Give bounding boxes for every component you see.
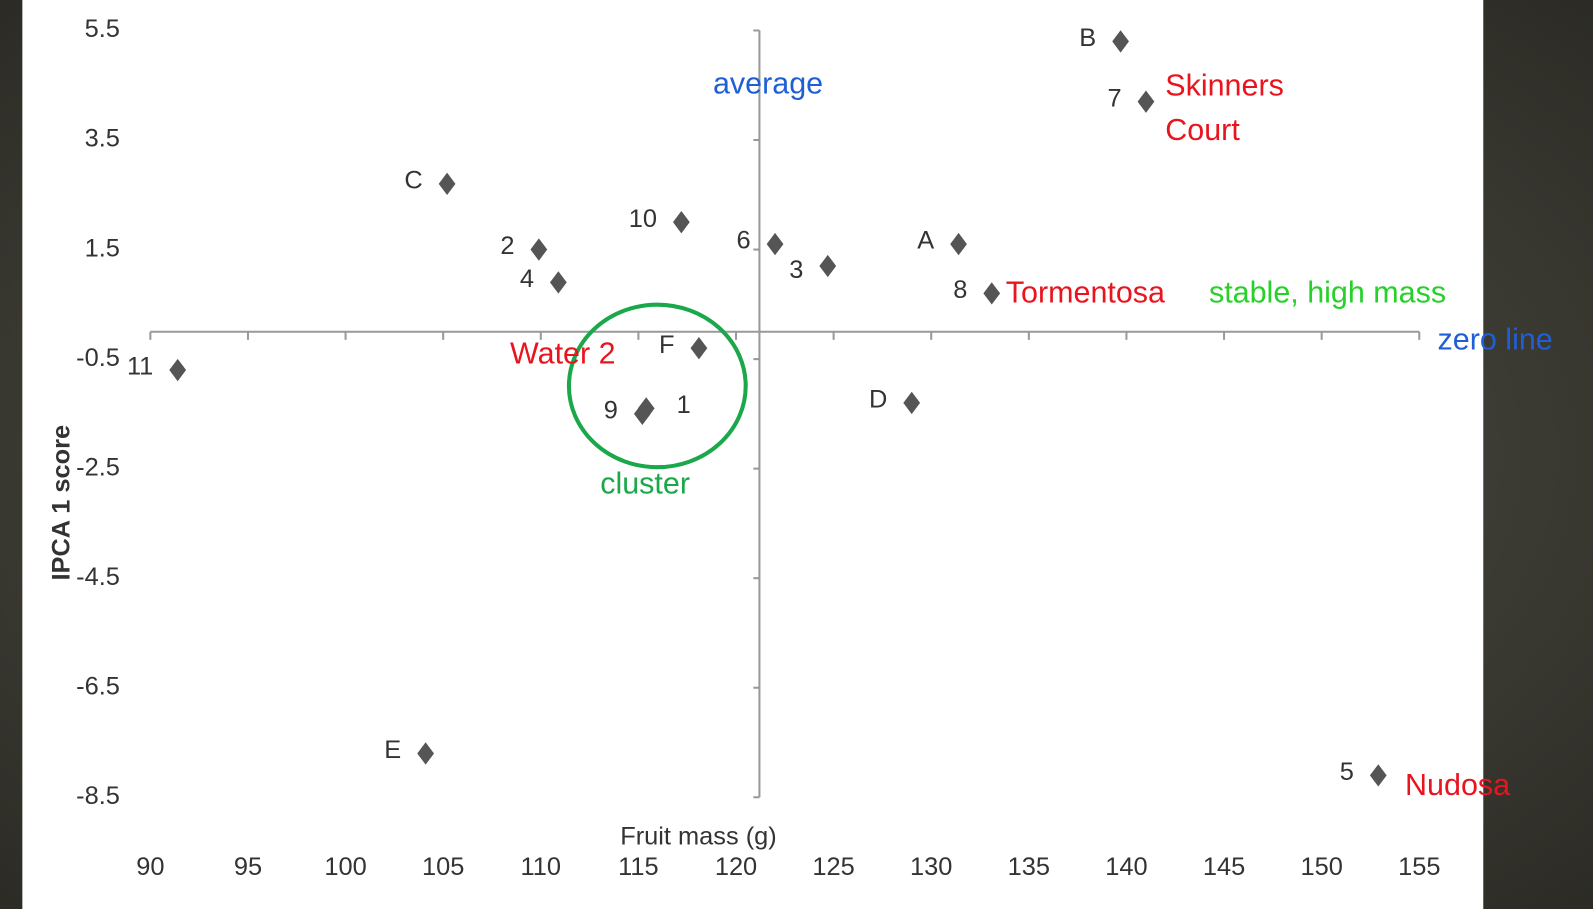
y-axis-title: IPCA 1 score (48, 425, 76, 581)
y-tick-label: -6.5 (76, 672, 120, 700)
point-label: 11 (127, 353, 153, 381)
annotation: cluster (600, 467, 690, 501)
point (672, 210, 690, 234)
point (1137, 90, 1155, 113)
x-tick-label: 135 (1008, 853, 1050, 881)
point-label: A (917, 227, 934, 255)
point-label: 9 (604, 397, 618, 425)
y-tick-label: -2.5 (76, 453, 120, 481)
point-label: 4 (520, 265, 534, 293)
point (549, 271, 567, 294)
x-tick-label: 105 (422, 853, 464, 881)
point-label: 5 (1340, 758, 1354, 786)
x-axis-title: Fruit mass (g) (620, 823, 777, 851)
x-tick-label: 115 (618, 853, 658, 881)
x-tick-label: 130 (910, 853, 952, 881)
plot-panel (22, 0, 1484, 909)
annotation: Skinners (1165, 68, 1284, 102)
y-tick-label: 1.5 (85, 234, 120, 262)
annotation: zero line (1438, 322, 1553, 356)
point-label: 2 (500, 232, 514, 260)
point-label: D (869, 386, 887, 414)
point-label: F (659, 331, 675, 359)
point-label: 8 (953, 276, 967, 304)
point-label: 3 (789, 256, 803, 284)
point (530, 238, 548, 261)
x-tick-label: 140 (1105, 853, 1147, 881)
x-tick-label: 95 (234, 853, 262, 881)
annotation: Tormentosa (1006, 276, 1165, 310)
annotation: Nudosa (1405, 768, 1510, 802)
point (1112, 30, 1129, 53)
cluster-circle (566, 302, 748, 470)
point-label: 10 (629, 205, 657, 233)
x-tick-label: 100 (324, 853, 366, 881)
x-tick-label: 150 (1300, 853, 1342, 881)
annotation: stable, high mass (1209, 276, 1446, 310)
point-label: B (1079, 24, 1096, 52)
x-tick-label: 145 (1203, 853, 1245, 881)
annotation: Water 2 (510, 337, 616, 371)
x-tick-label: 125 (812, 853, 854, 881)
x-tick-label: 155 (1398, 853, 1440, 881)
point (983, 282, 1001, 305)
x-tick-label: 110 (521, 853, 561, 881)
point-label: E (384, 736, 401, 764)
point-label: 1 (677, 391, 691, 419)
point-label: 7 (1107, 84, 1121, 112)
y-tick-label: 5.5 (85, 15, 120, 43)
annotation: Court (1165, 113, 1240, 147)
annotation: average (713, 66, 823, 100)
y-tick-label: -0.5 (76, 344, 120, 372)
y-tick-label: -4.5 (76, 563, 120, 591)
x-tick-label: 120 (715, 853, 757, 881)
point-label: C (404, 167, 422, 195)
point-label: 6 (737, 227, 751, 255)
x-tick-label: 90 (136, 853, 164, 881)
y-tick-label: -8.5 (76, 782, 120, 810)
y-tick-label: 3.5 (85, 125, 120, 153)
point (417, 742, 434, 765)
point (690, 336, 708, 360)
